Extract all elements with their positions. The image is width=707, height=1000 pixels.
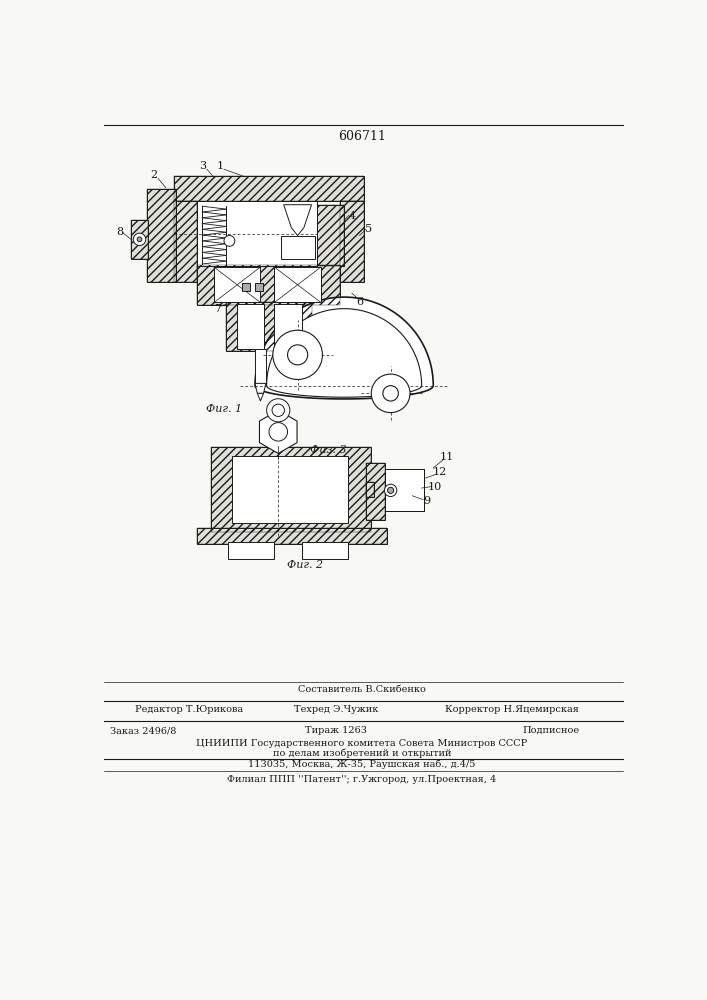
Circle shape: [269, 423, 288, 441]
Text: 6: 6: [356, 297, 363, 307]
Bar: [366, 463, 385, 520]
Text: Заказ 2496/8: Заказ 2496/8: [110, 726, 177, 735]
Bar: [174, 201, 197, 282]
Bar: [226, 302, 312, 351]
Bar: [211, 447, 371, 532]
Bar: [174, 176, 363, 201]
Text: 9: 9: [423, 496, 431, 506]
Text: 2: 2: [151, 170, 158, 180]
Text: 11: 11: [439, 452, 454, 462]
Text: Составитель В.Скибенко: Составитель В.Скибенко: [298, 685, 426, 694]
Text: 10: 10: [428, 482, 442, 492]
Text: 606711: 606711: [338, 130, 386, 143]
Text: 7: 7: [214, 304, 221, 314]
Text: Фиг. 2: Фиг. 2: [287, 560, 323, 570]
Bar: [255, 349, 266, 383]
Bar: [174, 201, 197, 282]
Bar: [366, 463, 385, 520]
Text: Тираж 1263: Тираж 1263: [305, 726, 368, 735]
Bar: [232, 456, 348, 523]
Bar: [131, 220, 148, 259]
Bar: [317, 205, 344, 266]
Text: Фиг. 1: Фиг. 1: [206, 404, 242, 414]
Circle shape: [273, 330, 322, 379]
Text: 4: 4: [349, 211, 356, 221]
Bar: [197, 528, 387, 544]
Circle shape: [272, 404, 284, 416]
Polygon shape: [267, 309, 421, 397]
Text: Корректор Н.Яцемирская: Корректор Н.Яцемирская: [445, 705, 579, 714]
Text: Филиал ППП ''Патент''; г.Ужгород, ул.Проектная, 4: Филиал ППП ''Патент''; г.Ужгород, ул.Про…: [228, 775, 496, 784]
Circle shape: [383, 386, 398, 401]
Bar: [197, 265, 340, 305]
Circle shape: [267, 399, 290, 422]
Bar: [242, 283, 250, 291]
Bar: [237, 304, 264, 349]
Bar: [197, 265, 340, 305]
Bar: [226, 302, 312, 351]
Bar: [197, 201, 317, 266]
Text: 8: 8: [116, 227, 123, 237]
Bar: [274, 267, 321, 302]
Polygon shape: [259, 410, 297, 453]
Text: Физ. 3: Физ. 3: [310, 445, 347, 455]
Bar: [366, 482, 373, 497]
Text: 1: 1: [216, 161, 223, 171]
Bar: [340, 201, 363, 282]
Bar: [274, 304, 301, 349]
Circle shape: [137, 237, 142, 242]
Text: Подписное: Подписное: [522, 726, 580, 735]
Bar: [197, 528, 387, 544]
Circle shape: [385, 484, 397, 497]
Text: Редактор Т.Юрикова: Редактор Т.Юрикова: [135, 705, 243, 714]
Bar: [255, 283, 263, 291]
Circle shape: [387, 487, 394, 493]
Text: 113035, Москва, Ж-35, Раушская наб., д.4/5: 113035, Москва, Ж-35, Раушская наб., д.4…: [248, 760, 476, 769]
Bar: [385, 469, 424, 511]
Text: ЦНИИПИ Государственного комитета Совета Министров СССР: ЦНИИПИ Государственного комитета Совета …: [197, 739, 527, 748]
Bar: [340, 201, 363, 282]
Text: по делам изобретений и открытий: по делам изобретений и открытий: [273, 749, 451, 758]
Polygon shape: [255, 383, 266, 393]
Polygon shape: [255, 297, 433, 399]
Polygon shape: [257, 393, 264, 401]
Polygon shape: [284, 205, 312, 235]
Text: 12: 12: [432, 467, 447, 477]
Bar: [281, 235, 315, 259]
Text: 3: 3: [199, 161, 206, 171]
Bar: [174, 176, 363, 201]
Circle shape: [224, 235, 235, 246]
Circle shape: [288, 345, 308, 365]
Bar: [211, 447, 371, 532]
Bar: [146, 189, 176, 282]
Circle shape: [134, 233, 146, 246]
Bar: [228, 542, 274, 559]
Bar: [317, 205, 344, 266]
Text: 5: 5: [366, 224, 373, 234]
Bar: [301, 542, 348, 559]
Bar: [131, 220, 148, 259]
Bar: [366, 482, 373, 497]
Text: Техред Э.Чужик: Техред Э.Чужик: [293, 705, 378, 714]
Bar: [214, 267, 260, 302]
Bar: [146, 189, 176, 282]
Circle shape: [371, 374, 410, 413]
